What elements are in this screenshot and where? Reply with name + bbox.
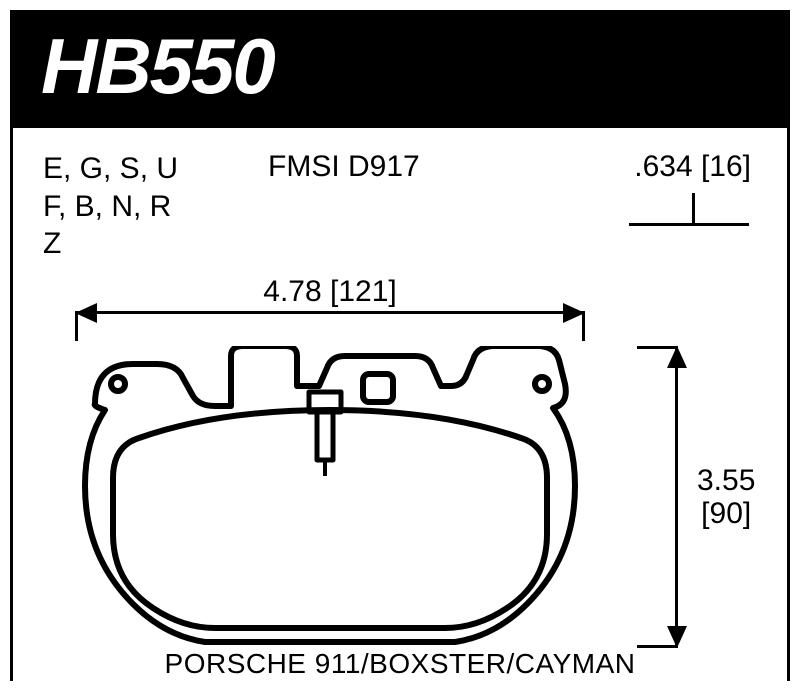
codes-line-1: E, G, S, U — [43, 150, 178, 188]
brake-pad-svg — [75, 346, 585, 646]
height-extension-top — [637, 346, 677, 349]
width-label: 4.78 [121] — [249, 275, 410, 309]
arrow-up-icon — [667, 346, 687, 368]
width-dimension: 4.78 [121] — [75, 283, 585, 323]
part-number: HB550 — [41, 21, 274, 112]
height-dimension: 3.55 [90] — [657, 346, 697, 648]
width-extension-left — [75, 311, 78, 341]
application-label: PORSCHE 911/BOXSTER/CAYMAN — [13, 648, 787, 680]
codes-line-2: F, B, N, R — [43, 188, 178, 226]
brake-pad-outline — [75, 346, 585, 646]
diagram-frame: HB550 E, G, S, U F, B, N, R Z FMSI D917 … — [10, 10, 790, 681]
width-extension-right — [582, 311, 585, 341]
thickness-baseline — [629, 223, 749, 226]
thickness-value: .634 [16] — [634, 150, 751, 184]
thickness-tick — [692, 193, 695, 223]
arrow-left-icon — [75, 303, 97, 323]
width-dim-line — [75, 311, 585, 314]
header-bar: HB550 — [13, 13, 787, 128]
content-area: E, G, S, U F, B, N, R Z FMSI D917 .634 [… — [13, 128, 787, 688]
height-dim-line — [675, 346, 678, 648]
fmsi-code: FMSI D917 — [268, 150, 420, 184]
height-label: 3.55 [90] — [697, 464, 755, 530]
codes-line-3: Z — [43, 225, 178, 263]
height-mm: [90] — [697, 497, 755, 530]
compound-codes: E, G, S, U F, B, N, R Z — [43, 150, 178, 263]
height-inches: 3.55 — [697, 464, 755, 497]
